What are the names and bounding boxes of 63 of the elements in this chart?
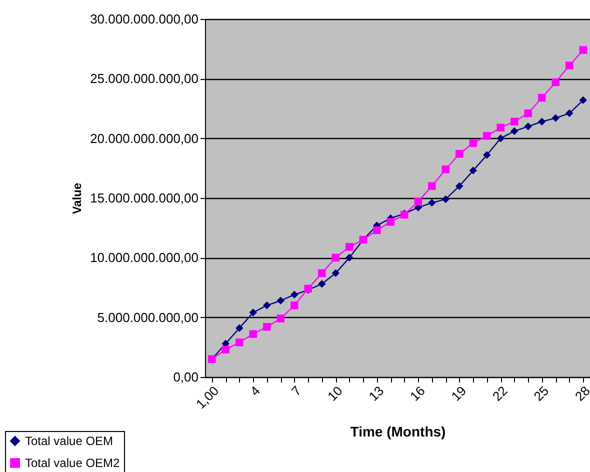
point <box>318 269 326 278</box>
y-axis-title: Value <box>70 182 84 214</box>
y-tick-label: 25.000.000.000,00 <box>90 71 198 86</box>
point <box>346 254 354 262</box>
x-tick-label: 25 <box>530 383 552 404</box>
point <box>414 198 422 206</box>
point <box>483 132 491 140</box>
x-tick-label: 13 <box>366 383 387 404</box>
point <box>456 150 464 158</box>
point <box>496 124 504 132</box>
point <box>222 346 230 354</box>
x-tick-label: 4 <box>247 383 263 399</box>
point <box>290 302 298 310</box>
point <box>290 290 298 299</box>
y-tick-label: 0,00 <box>173 370 198 384</box>
point <box>524 109 532 118</box>
point <box>579 46 587 54</box>
point <box>483 151 491 159</box>
point <box>332 254 340 262</box>
point <box>386 218 394 226</box>
x-axis-title: Time (Months) <box>350 424 446 440</box>
point <box>442 195 450 204</box>
y-tick-label: 10.000.000.000,00 <box>90 250 198 266</box>
point <box>566 109 574 118</box>
y-tick-label: 5.000.000.000,00 <box>97 310 198 325</box>
point <box>428 182 436 190</box>
point <box>442 165 450 174</box>
x-tick-label: 22 <box>489 383 510 404</box>
point <box>552 78 560 86</box>
point <box>428 198 436 207</box>
point <box>510 118 518 126</box>
legend-label: Total value OEM <box>25 434 114 448</box>
x-tick-label: 10 <box>324 383 346 404</box>
point <box>566 62 574 70</box>
point <box>456 182 464 190</box>
x-tick-label: 16 <box>406 383 428 404</box>
point <box>263 323 271 331</box>
y-tick-label: 15.000.000.000,00 <box>90 190 198 206</box>
point <box>249 330 257 338</box>
point <box>249 308 257 316</box>
point <box>263 302 271 310</box>
y-tick-label: 30.000.000.000,00 <box>90 12 198 26</box>
point <box>373 226 381 234</box>
point <box>538 118 546 126</box>
point <box>346 243 354 251</box>
x-tick-label: 7 <box>288 383 304 399</box>
point <box>236 338 244 346</box>
point <box>496 134 504 142</box>
y-tick-label: 20.000.000.000,00 <box>90 130 198 146</box>
point <box>236 324 244 332</box>
point <box>552 114 560 122</box>
point <box>332 269 340 278</box>
legend-label: Total value OEM2 <box>25 456 120 470</box>
x-tick-label: 19 <box>448 383 470 404</box>
point <box>538 94 546 102</box>
point <box>524 122 532 130</box>
point <box>469 166 477 174</box>
point <box>469 139 477 147</box>
point <box>510 127 518 136</box>
point <box>276 296 284 304</box>
point <box>276 314 284 322</box>
point <box>318 280 326 288</box>
point <box>579 96 587 104</box>
